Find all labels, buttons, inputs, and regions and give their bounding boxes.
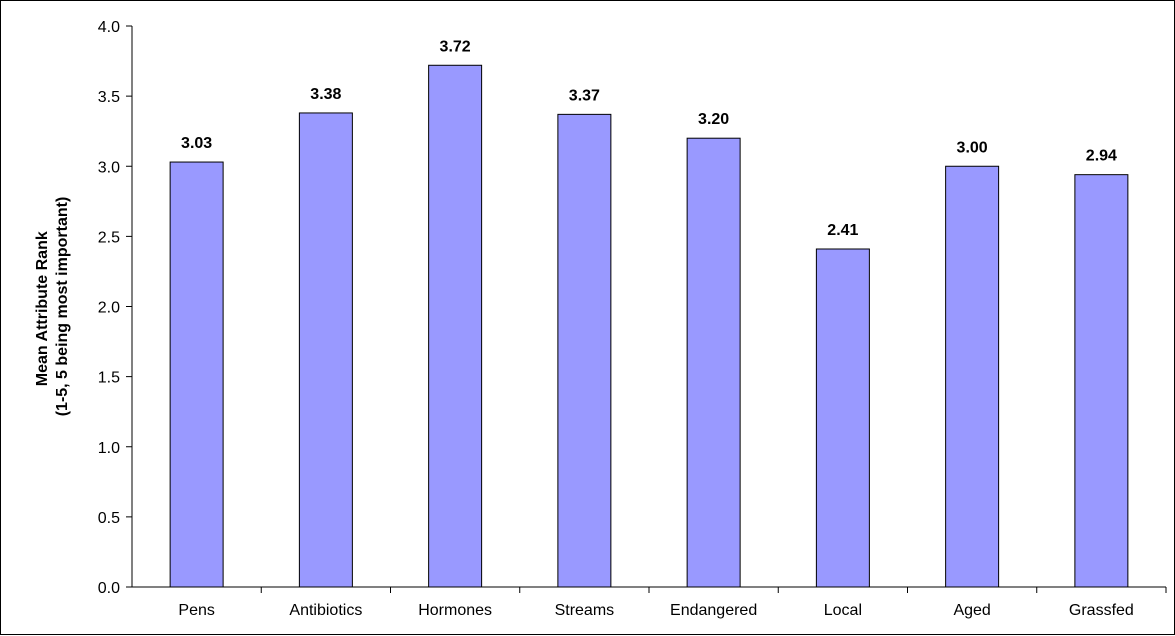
y-tick-label: 4.0 xyxy=(98,19,120,36)
bars xyxy=(169,64,1129,588)
x-tick-label-local: Local xyxy=(824,602,862,619)
x-tick-label-grassfed: Grassfed xyxy=(1069,602,1134,619)
x-tick-label-endangered: Endangered xyxy=(670,602,757,619)
data-label-hormones: 3.72 xyxy=(440,38,471,55)
data-label-streams: 3.37 xyxy=(569,87,600,104)
data-label-local: 2.41 xyxy=(827,222,858,239)
y-tick-label: 3.5 xyxy=(98,89,120,106)
y-tick-label: 0.5 xyxy=(98,510,120,527)
y-tick-label: 3.0 xyxy=(98,159,120,176)
bar-grassfed xyxy=(1074,174,1129,588)
data-label-antibiotics: 3.38 xyxy=(310,86,341,103)
bar-hormones xyxy=(428,64,483,588)
x-tick-label-aged: Aged xyxy=(953,602,990,619)
x-ticks: Pens Antibiotics Hormones Streams Endangered… xyxy=(178,587,1167,619)
y-tick-label: 1.0 xyxy=(98,440,120,457)
y-ticks: 0.0 0.5 1.0 1.5 2.0 2.5 3.0 3.5 4.0 xyxy=(98,19,132,597)
y-axis-title: Mean Attribute Rank (1-5, 5 being most i… xyxy=(34,197,71,417)
bar-antibiotics xyxy=(298,112,353,588)
y-tick-label: 0.0 xyxy=(98,580,120,597)
bar-local xyxy=(815,248,870,588)
y-axis-title-line-2: (1-5, 5 being most important) xyxy=(54,197,71,417)
bar-pens xyxy=(169,161,224,588)
x-tick-label-streams: Streams xyxy=(555,602,615,619)
data-label-pens: 3.03 xyxy=(181,135,212,152)
y-tick-label: 2.0 xyxy=(98,300,120,317)
y-axis-title-line-1: Mean Attribute Rank xyxy=(34,231,51,386)
x-tick-label-hormones: Hormones xyxy=(418,602,492,619)
x-tick-label-pens: Pens xyxy=(178,602,214,619)
x-tick-label-antibiotics: Antibiotics xyxy=(289,602,362,619)
data-labels: 3.03 3.38 3.72 3.37 3.20 2.41 3.00 2.94 xyxy=(181,38,1117,239)
axes xyxy=(131,26,1166,588)
data-label-endangered: 3.20 xyxy=(698,111,729,128)
data-label-aged: 3.00 xyxy=(957,139,988,156)
y-tick-label: 1.5 xyxy=(98,370,120,387)
bar-aged xyxy=(945,165,1000,588)
y-tick-label: 2.5 xyxy=(98,229,120,246)
bar-endangered xyxy=(686,137,741,588)
data-label-grassfed: 2.94 xyxy=(1086,148,1117,165)
bar-streams xyxy=(557,113,612,588)
